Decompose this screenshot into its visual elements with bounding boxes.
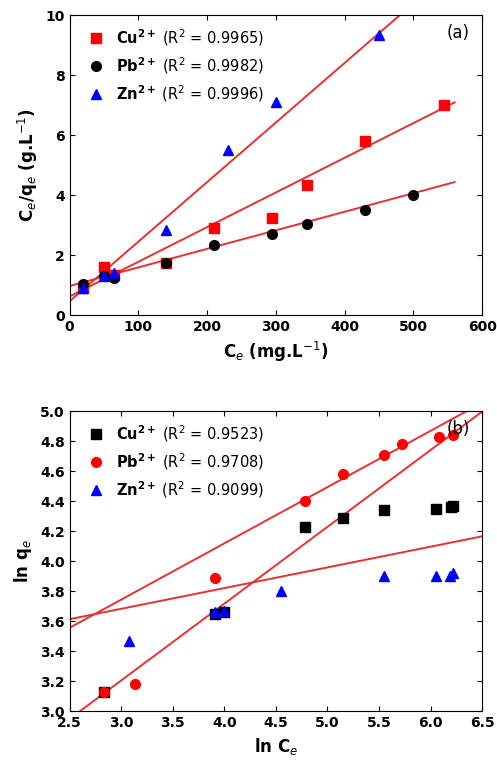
Y-axis label: ln q$_e$: ln q$_e$ xyxy=(12,539,34,584)
Text: (b): (b) xyxy=(446,421,470,438)
X-axis label: C$_e$ (mg.L$^{-1}$): C$_e$ (mg.L$^{-1}$) xyxy=(223,340,329,364)
Legend: $\mathbf{Cu}^{\mathbf{2+}}$ (R$^2$ = 0.9965), $\mathbf{Pb}^{\mathbf{2+}}$ (R$^2$: $\mathbf{Cu}^{\mathbf{2+}}$ (R$^2$ = 0.9… xyxy=(77,23,269,108)
X-axis label: ln C$_e$: ln C$_e$ xyxy=(253,736,298,757)
Text: (a): (a) xyxy=(447,24,470,42)
Legend: $\mathbf{Cu}^{\mathbf{2+}}$ (R$^2$ = 0.9523), $\mathbf{Pb}^{\mathbf{2+}}$ (R$^2$: $\mathbf{Cu}^{\mathbf{2+}}$ (R$^2$ = 0.9… xyxy=(77,418,269,504)
Y-axis label: C$_e$/q$_e$ (g.L$^{-1}$): C$_e$/q$_e$ (g.L$^{-1}$) xyxy=(16,109,40,223)
